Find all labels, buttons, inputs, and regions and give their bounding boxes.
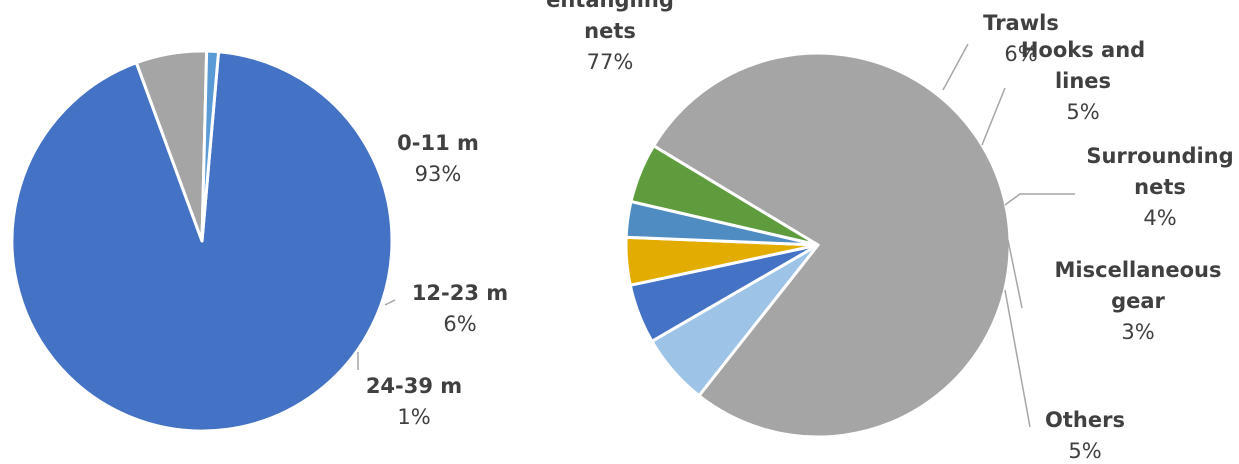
slice-label-hooks-and-lines: Hooks and lines 5%: [1021, 38, 1145, 124]
leader-line-trawls: [942, 43, 969, 91]
slice-label-surrounding-nets: Surrounding nets 4%: [1086, 144, 1233, 230]
slice-value-0-11-m: 93%: [415, 162, 462, 186]
pie-chart-vessel-length: 0-11 m 93% 12-23 m 6% 24-39 m 1%: [10, 49, 508, 433]
leader-line-hooks-and-lines: [981, 87, 1006, 146]
slice-value-gill-nets-and-entangling-nets: 77%: [587, 50, 634, 74]
slice-label-0-11-m: 0-11 m 93%: [397, 131, 479, 186]
slice-value-12-23-m: 6%: [443, 312, 476, 336]
slice-label-miscellaneous-gear: Miscellaneous gear 3%: [1055, 258, 1222, 344]
leader-line-12-23-m: [384, 299, 396, 306]
slice-label-24-39-m: 24-39 m 1%: [366, 374, 462, 429]
slice-value-24-39-m: 1%: [397, 405, 430, 429]
slice-label-12-23-m: 12-23 m 6%: [412, 281, 508, 336]
leader-line-surrounding-nets: [1004, 193, 1075, 206]
slice-value-hooks-and-lines: 5%: [1066, 100, 1099, 124]
pie-slice-24-39-m: [200, 49, 221, 243]
slice-label-others: Others 5%: [1045, 408, 1125, 463]
slice-value-others: 5%: [1068, 439, 1101, 463]
leader-line-others: [1004, 289, 1031, 428]
leader-line-miscellaneous-gear: [1007, 239, 1023, 309]
slice-label-trawls: Trawls 6%: [983, 11, 1059, 66]
pie-chart-gear-type: Gill nets andentanglingnets77% Trawls6%Ho…: [535, 0, 1234, 463]
pie-slice-others: [629, 144, 820, 247]
slice-value-surrounding-nets: 4%: [1143, 206, 1176, 230]
slice-value-miscellaneous-gear: 3%: [1121, 320, 1154, 344]
slice-label-gill-nets-and-entangling-nets: Gill nets andentanglingnets77%: [535, 0, 684, 74]
slice-value-trawls: 6%: [1004, 42, 1037, 66]
